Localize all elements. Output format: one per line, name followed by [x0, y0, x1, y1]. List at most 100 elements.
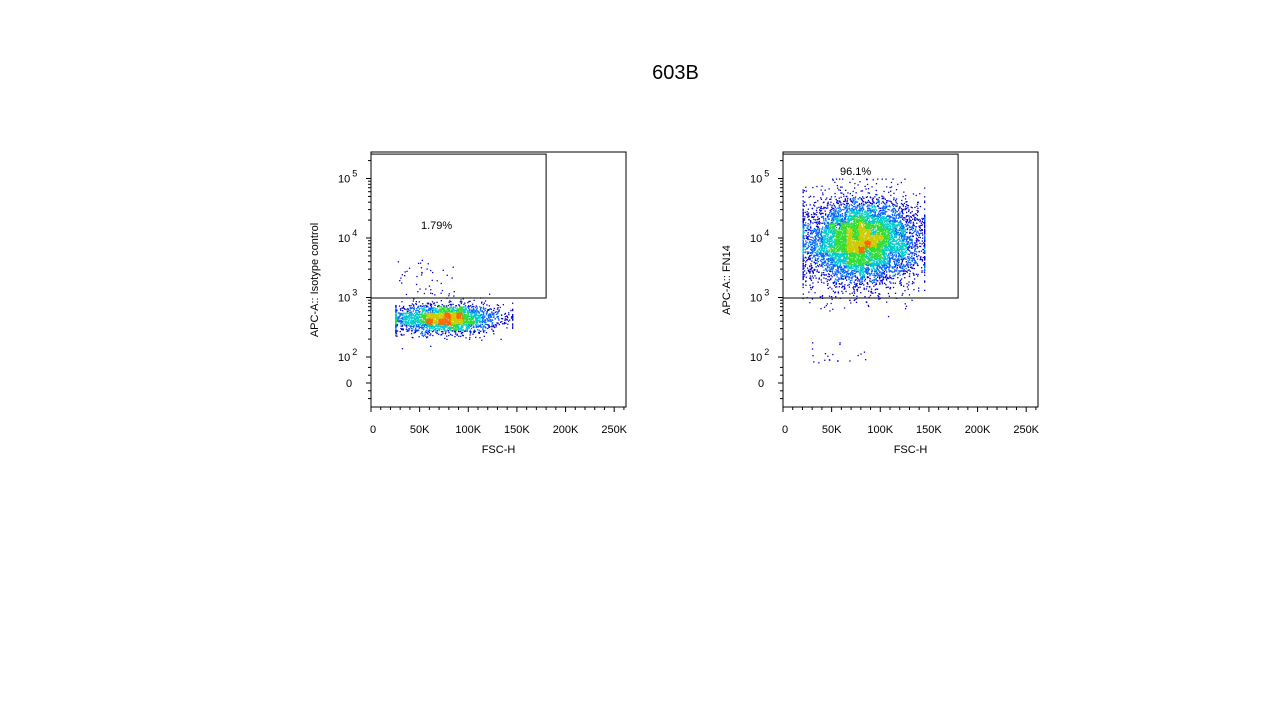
event-dot — [437, 328, 439, 330]
event-dot — [448, 334, 450, 337]
event-dot — [508, 314, 510, 316]
event-dot — [420, 320, 422, 322]
event-dot — [438, 304, 440, 307]
event-dot — [488, 316, 490, 318]
event-dot — [473, 299, 475, 301]
event-dot — [480, 323, 482, 325]
event-dot — [472, 322, 474, 324]
event-dot — [443, 328, 445, 330]
event-dot — [902, 292, 904, 295]
event-dot — [480, 314, 482, 317]
event-dot — [458, 327, 460, 329]
event-dot — [424, 322, 426, 324]
event-dot — [434, 310, 436, 312]
event-dot — [458, 304, 460, 306]
event-dot — [401, 274, 403, 276]
event-dot — [416, 320, 418, 323]
event-dot — [395, 318, 397, 320]
event-dot — [493, 316, 495, 318]
x-tick-label: 250K — [601, 424, 627, 436]
event-dot — [471, 319, 473, 321]
event-dot — [408, 322, 410, 324]
event-dot — [463, 311, 466, 314]
event-dot — [496, 322, 498, 324]
event-dot — [415, 316, 417, 318]
event-dot — [473, 305, 475, 308]
event-dot — [810, 236, 812, 238]
event-dot — [437, 311, 439, 313]
event-dot — [471, 303, 474, 305]
event-dot — [461, 312, 463, 314]
event-dot — [440, 334, 442, 336]
event-dot — [501, 317, 503, 320]
event-dot — [460, 302, 462, 305]
event-dot — [421, 330, 423, 333]
event-dot — [470, 318, 472, 320]
event-dot — [486, 304, 488, 306]
event-dot — [458, 319, 461, 321]
event-dot — [466, 309, 468, 311]
event-dot — [448, 308, 450, 311]
event-dot — [454, 309, 456, 312]
event-dot — [482, 320, 484, 322]
event-dot — [488, 320, 491, 322]
event-dot — [464, 314, 466, 316]
event-dot — [447, 327, 449, 329]
event-dot — [874, 228, 876, 230]
event-dot — [448, 328, 451, 331]
event-dot — [402, 310, 404, 312]
event-dot — [831, 296, 833, 298]
event-dot — [417, 315, 419, 318]
event-dot — [469, 330, 471, 333]
event-dot — [417, 329, 419, 331]
event-dot — [471, 305, 473, 308]
event-dot — [399, 308, 402, 310]
event-dot — [401, 329, 404, 331]
event-dot — [403, 312, 405, 315]
event-dot — [459, 330, 462, 333]
event-dot — [482, 315, 484, 317]
event-dot — [421, 318, 423, 321]
event-dot — [442, 311, 444, 313]
event-dot — [512, 316, 514, 319]
event-dot — [466, 327, 468, 329]
event-dot — [899, 282, 901, 285]
slide-title: 603B — [652, 62, 699, 84]
event-dot — [461, 325, 463, 327]
event-dot — [417, 310, 420, 312]
event-dot — [458, 330, 460, 332]
event-dot — [461, 319, 463, 321]
event-dot — [402, 305, 405, 308]
event-dot — [415, 324, 417, 326]
event-dot — [401, 325, 404, 327]
event-dot — [495, 313, 498, 316]
event-dot — [395, 327, 397, 329]
event-dot — [466, 330, 468, 332]
event-dot — [429, 318, 431, 321]
event-dot — [496, 304, 498, 306]
event-dot — [900, 267, 902, 269]
event-dot — [861, 202, 863, 204]
event-dot — [886, 186, 888, 188]
event-dot — [423, 322, 425, 324]
event-dot — [440, 328, 442, 330]
event-dot — [400, 309, 402, 311]
event-dot — [410, 320, 412, 322]
event-dot — [504, 319, 506, 322]
event-dot — [432, 334, 434, 337]
event-dot — [452, 319, 454, 321]
event-dot — [828, 238, 830, 241]
event-dot — [481, 301, 483, 303]
event-dot — [433, 307, 436, 309]
event-dot — [457, 317, 459, 320]
event-dot — [480, 326, 482, 329]
event-dot — [413, 317, 416, 319]
event-dot — [432, 328, 434, 330]
event-dot — [883, 190, 885, 193]
event-dot — [417, 318, 419, 320]
event-dot — [512, 327, 514, 329]
event-dot — [476, 326, 478, 328]
event-dot — [413, 323, 415, 325]
event-dot — [444, 321, 446, 323]
event-dot — [860, 283, 863, 285]
